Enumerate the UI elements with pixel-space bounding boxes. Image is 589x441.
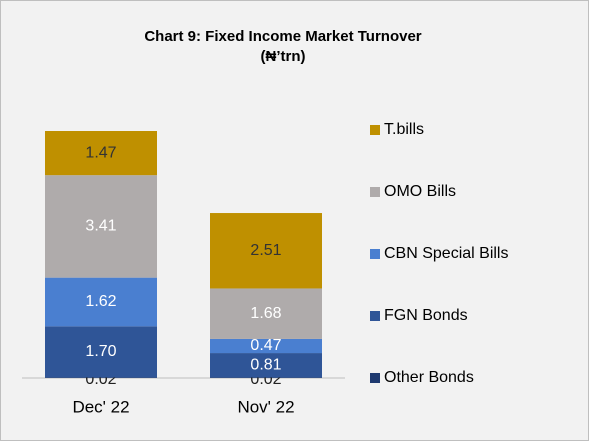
- x-tick-label: Nov' 22: [237, 397, 294, 416]
- legend-label: Other Bonds: [384, 369, 474, 386]
- legend-label: OMO Bills: [384, 183, 456, 200]
- legend-swatch: [370, 125, 380, 135]
- data-label: 1.70: [85, 343, 116, 360]
- legend-swatch: [370, 373, 380, 383]
- bar-segment: [45, 277, 157, 327]
- x-tick-label: Dec' 22: [72, 397, 129, 416]
- data-label: 0.81: [250, 356, 281, 373]
- chart-title: Chart 9: Fixed Income Market Turnover: [144, 28, 421, 45]
- data-label: 1.62: [85, 293, 116, 310]
- bar-segment: [45, 175, 157, 278]
- bar-segment: [210, 288, 322, 339]
- bar-segment: [45, 326, 157, 378]
- bar-segment: [45, 377, 157, 378]
- bar-segment: [45, 131, 157, 176]
- legend-label: FGN Bonds: [384, 307, 468, 324]
- bar-segment: [210, 353, 322, 378]
- legend-label: T.bills: [384, 121, 424, 138]
- data-label: 2.51: [250, 242, 281, 259]
- bar-segment: [210, 338, 322, 354]
- data-label: 1.68: [250, 305, 281, 322]
- legend-swatch: [370, 311, 380, 321]
- data-label: 1.47: [85, 144, 116, 161]
- legend-label: CBN Special Bills: [384, 245, 508, 262]
- data-label: 3.41: [85, 218, 116, 235]
- legend-swatch: [370, 187, 380, 197]
- bar-segment: [210, 213, 322, 289]
- data-label: 0.47: [250, 337, 281, 354]
- chart-subtitle: (₦’trn): [261, 48, 306, 65]
- legend-swatch: [370, 249, 380, 259]
- bar-segment: [210, 377, 322, 378]
